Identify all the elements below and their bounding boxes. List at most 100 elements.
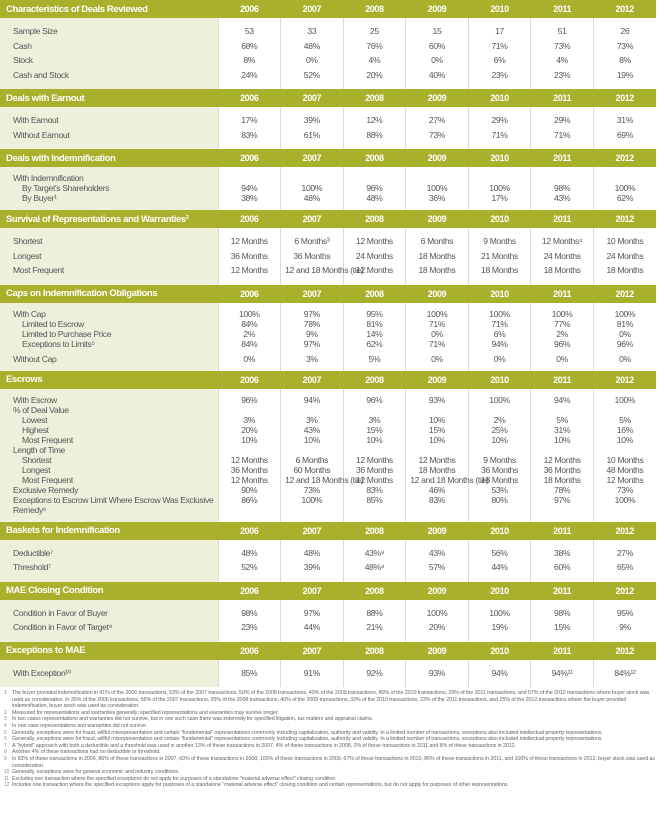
table-row: Condition in Favor of Buyer 98% 97% 88% 100%…	[0, 599, 656, 620]
cell-value: 0%	[405, 53, 469, 68]
cell-value: 53	[217, 18, 281, 39]
row-label: Sample Size	[0, 18, 218, 39]
cell-value: 36 Months	[217, 464, 281, 475]
year-header: 2012	[593, 210, 656, 228]
cell-value: 12 Months	[592, 474, 656, 485]
table-row: Exceptions to Limits⁵ 84% 97% 62% 71% 94% 96% 9…	[0, 338, 656, 349]
year-header: 2011	[530, 89, 594, 107]
year-header: 2008	[343, 521, 406, 540]
year-header: 2010	[468, 284, 531, 303]
cell-value: 19%	[467, 620, 531, 640]
cell-value: 73%	[530, 38, 594, 53]
table-row: Highest 20% 43% 15% 15% 25% 31% 16%	[0, 424, 656, 435]
footnote: 2 Measured for representations and warran…	[4, 710, 659, 717]
cell-value: 24 Months	[530, 248, 594, 263]
cell-value: 84%	[217, 338, 281, 349]
cell-value: 73%	[405, 127, 469, 147]
section-title: Exceptions to MAE	[0, 641, 218, 660]
cell-value: 62%	[342, 338, 406, 349]
cell-value: 25%	[467, 424, 531, 435]
cell-value: 12 Months	[342, 228, 406, 249]
cell-value: 43%	[405, 539, 469, 560]
year-header: 2009	[405, 284, 469, 303]
cell-value: 88%	[342, 599, 406, 620]
year-header: 2007	[280, 581, 344, 600]
section-header: Deals with Indemnification 2006 2007 2008 20…	[0, 149, 656, 167]
cell-value: 53%	[467, 484, 531, 495]
cell-value: 80%	[467, 494, 531, 520]
footnote: 9 In 83% of these transactions in 2006, 8…	[4, 756, 659, 769]
row-label: Longest	[0, 248, 218, 263]
cell-value: 12 Months	[217, 474, 281, 485]
cell-value: 96%	[342, 388, 406, 405]
footnote: 11 Excludes one transaction where the spe…	[4, 776, 659, 783]
cell-value: 96%	[342, 183, 406, 193]
cell-value: 73%	[592, 484, 656, 495]
year-header: 2007	[280, 521, 344, 540]
cell-value: 48%	[217, 539, 281, 560]
year-header: 2011	[530, 0, 594, 18]
year-header: 2012	[593, 0, 656, 18]
cell-value: 8%	[217, 53, 281, 68]
section-body: With Escrow 96% 94% 96% 93% 100% 94% 100%% of D…	[0, 388, 656, 522]
year-header: 2007	[280, 149, 344, 167]
cell-value: 100%	[405, 302, 469, 319]
cell-value: 23%	[217, 620, 281, 640]
footnote-number: 3	[4, 716, 7, 723]
footnote: 7 A "hybrid" approach with both a deducti…	[4, 743, 659, 750]
cell-value: 10%	[467, 434, 531, 445]
row-label: By Target's Shareholders	[0, 183, 218, 193]
cell-value	[530, 167, 594, 183]
cell-value: 17%	[217, 107, 281, 128]
cell-value: 100%	[405, 599, 469, 620]
cell-value: 0%	[592, 348, 656, 369]
cell-value: 83%	[217, 127, 281, 147]
cell-value: 94%¹¹	[530, 659, 594, 685]
cell-value: 0%	[592, 328, 656, 339]
cell-value: 12%	[342, 107, 406, 128]
year-header: 2006	[218, 149, 281, 167]
cell-value: 5%	[592, 414, 656, 425]
row-label: Exclusive Remedy	[0, 484, 218, 495]
cell-value	[217, 404, 281, 415]
section-body: Sample Size 53 33 25 15 17 51 26 Cash 68% 48% 76% 60…	[0, 18, 656, 89]
year-header: 2009	[405, 581, 469, 600]
cell-value	[342, 167, 406, 183]
cell-value: 69%	[592, 127, 656, 147]
year-header: 2008	[343, 581, 406, 600]
table-row: With Exception¹⁰ 85% 91% 92% 93% 94% 94%¹¹ 84%¹…	[0, 659, 656, 685]
cell-value: 23%	[530, 67, 594, 87]
footnote-text: In one case representations and warranti…	[12, 722, 148, 729]
year-header: 2012	[593, 284, 656, 303]
section-title: Survival of Representations and Warranti…	[0, 210, 218, 228]
cell-value: 73%	[592, 38, 656, 53]
year-header: 2010	[468, 89, 531, 107]
cell-value: 20%	[405, 620, 469, 640]
cell-value: 48%	[342, 193, 406, 208]
cell-value: 57%	[405, 560, 469, 580]
cell-value: 9%	[280, 328, 344, 339]
footnote-number: 9	[4, 755, 7, 762]
year-header: 2009	[405, 521, 469, 540]
cell-value: 100%	[405, 183, 469, 193]
cell-value: 18 Months	[592, 263, 656, 283]
cell-value: 20%	[342, 67, 406, 87]
cell-value: 71%	[467, 318, 531, 329]
cell-value: 39%	[280, 560, 344, 580]
cell-value: 38%	[217, 193, 281, 208]
footnote-number: 2	[4, 709, 7, 716]
cell-value: 98%	[530, 183, 594, 193]
cell-value: 12 and 18 Months (tie)	[405, 474, 489, 485]
cell-value: 100%	[467, 388, 531, 405]
cell-value: 18 Months	[405, 464, 469, 475]
cell-value	[467, 167, 531, 183]
cell-value: 12 Months	[530, 454, 594, 465]
footnote: 8 Another 4% of these transactions had no…	[4, 749, 659, 756]
section-body: With Cap 100% 97% 95% 100% 100% 100% 100% Limite…	[0, 302, 656, 371]
footnote-text: In 83% of these transactions in 2006, 86…	[12, 755, 655, 769]
footnote-text: Generally, exceptions were for general e…	[12, 769, 180, 776]
year-header: 2010	[468, 521, 531, 540]
table-row: Deductible⁷ 48% 48% 43%⁸ 43% 56% 38% 27%	[0, 539, 656, 560]
cell-value: 96%	[530, 338, 594, 349]
cell-value: 12 Months⁴	[530, 228, 594, 249]
